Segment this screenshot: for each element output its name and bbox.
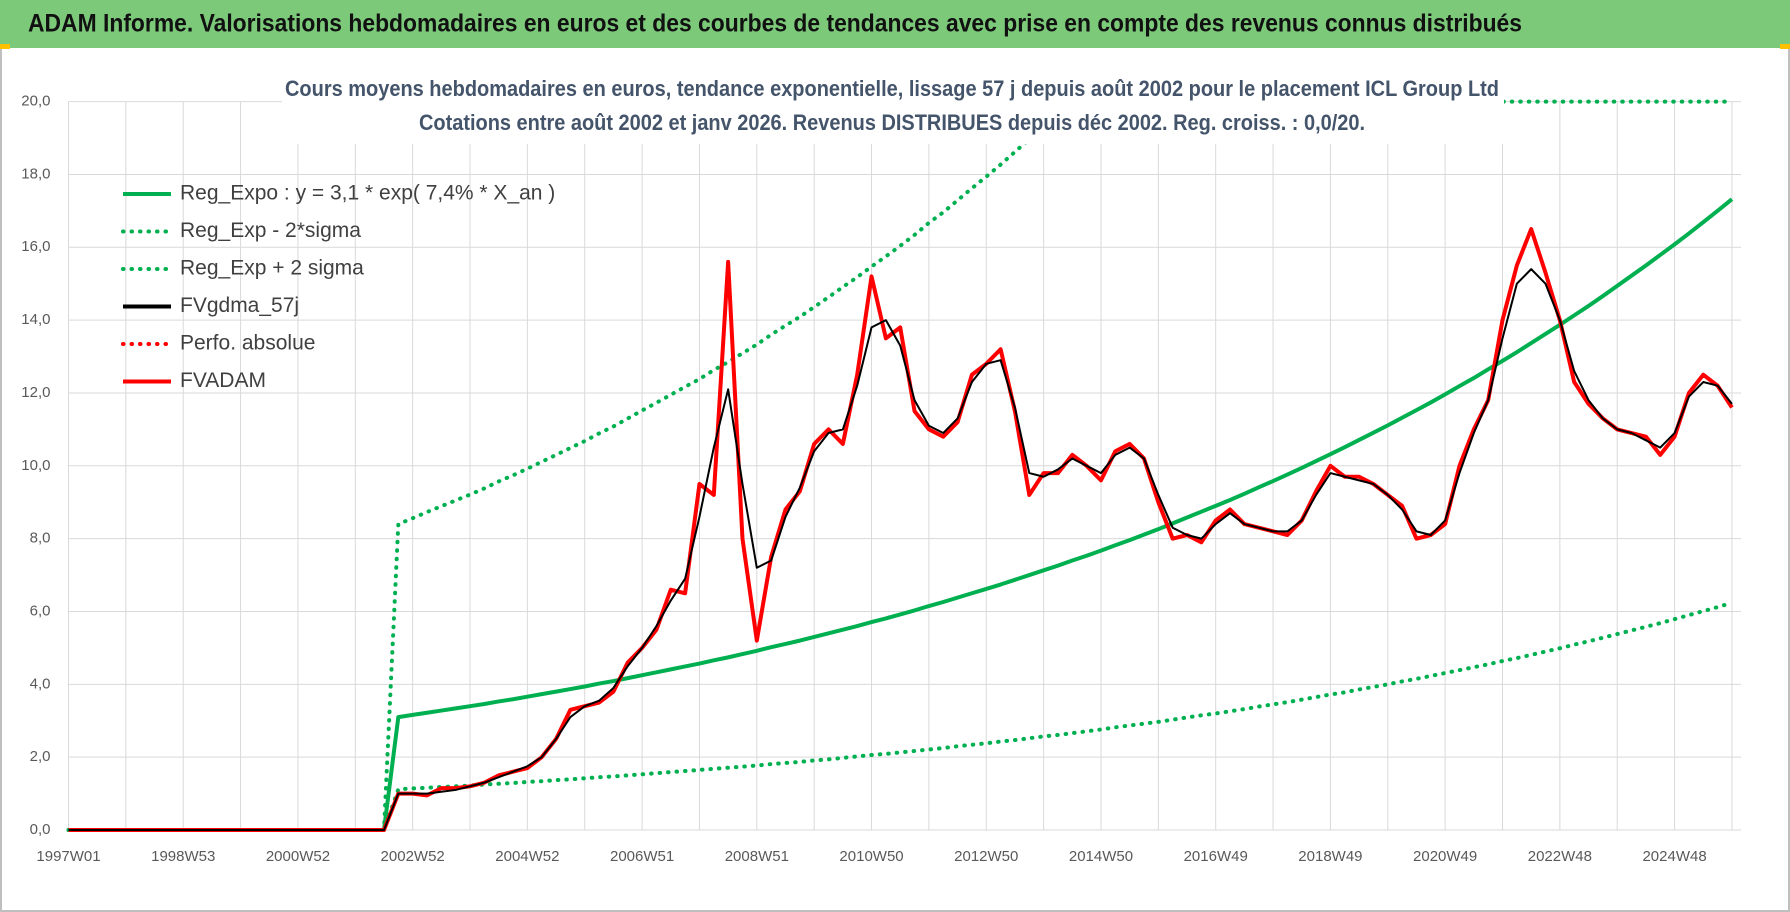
x-tick-label: 2020W49: [1413, 848, 1477, 865]
legend-label: FVgdma_57j: [180, 294, 299, 317]
x-tick-label: 2008W51: [725, 848, 789, 865]
x-tick-label: 2010W50: [839, 848, 903, 865]
legend-label: Reg_Exp + 2 sigma: [180, 257, 364, 280]
x-tick-label: 2006W51: [610, 848, 674, 865]
x-tick-label: 2014W50: [1069, 848, 1133, 865]
y-tick-label: 16,0: [21, 238, 50, 255]
y-tick-label: 20,0: [21, 93, 50, 110]
y-tick-label: 12,0: [21, 384, 50, 401]
chart-subtitle: Cotations entre août 2002 et janv 2026. …: [419, 110, 1365, 135]
title-box: [282, 72, 1504, 144]
y-tick-label: 18,0: [21, 165, 50, 182]
chart-title: Cours moyens hebdomadaires en euros, ten…: [285, 76, 1499, 101]
header-bar: [0, 0, 1790, 48]
legend: Reg_Expo : y = 3,1 * exp( 7,4% * X_an ) R…: [121, 182, 555, 392]
series-line: [68, 268, 1733, 831]
corner-mark: [0, 44, 10, 49]
x-tick-label: 2024W48: [1642, 848, 1706, 865]
y-tick-label: 8,0: [30, 530, 51, 547]
y-tick-label: 14,0: [21, 311, 50, 328]
x-tick-label: 2004W52: [495, 848, 559, 865]
y-tick-label: 6,0: [30, 602, 51, 619]
x-tick-label: 1997W01: [36, 848, 100, 865]
legend-label: Perfo. absolue: [180, 332, 315, 355]
y-tick-label: 10,0: [21, 457, 50, 474]
x-tick-label: 2012W50: [954, 848, 1018, 865]
y-tick-label: 4,0: [30, 675, 51, 692]
legend-label: FVADAM: [180, 369, 266, 392]
x-tick-label: 2022W48: [1528, 848, 1592, 865]
y-tick-label: 0,0: [30, 821, 51, 838]
x-tick-label: 2002W52: [381, 848, 445, 865]
axes: 0,0 2,0 4,0 6,0 8,0 10,0 12,0 14,0 16,0 18,0 20,0 1…: [21, 93, 1706, 865]
x-tick-label: 2018W49: [1298, 848, 1362, 865]
legend-label: Reg_Expo : y = 3,1 * exp( 7,4% * X_an ): [180, 182, 555, 205]
header-title: ADAM Informe. Valorisations hebdomadaire…: [28, 10, 1522, 38]
x-tick-label: 2000W52: [266, 848, 330, 865]
x-tick-label: 2016W49: [1184, 848, 1248, 865]
legend-label: Reg_Exp - 2*sigma: [180, 219, 361, 242]
y-tick-label: 2,0: [30, 748, 51, 765]
corner-mark: [1780, 44, 1790, 49]
x-tick-label: 1998W53: [151, 848, 215, 865]
